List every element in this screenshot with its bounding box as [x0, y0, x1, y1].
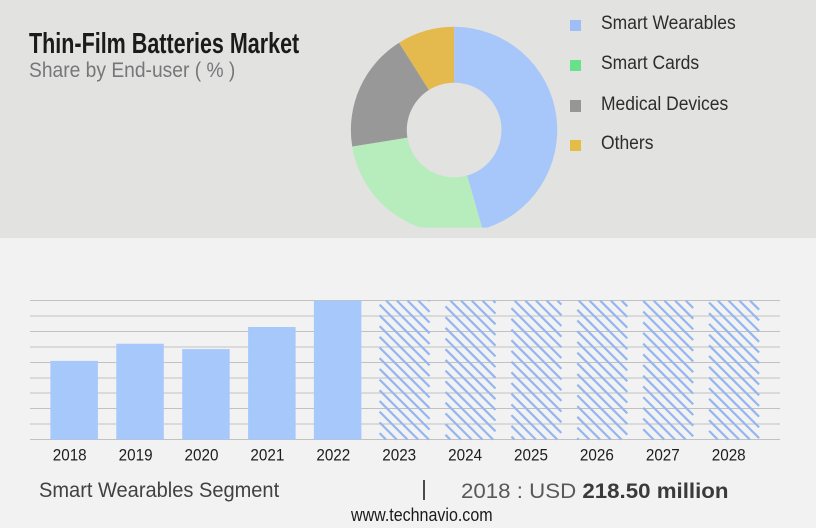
svg-text:2022: 2022 — [316, 446, 350, 465]
svg-text:2027: 2027 — [646, 446, 680, 465]
svg-text:2018: 2018 — [53, 446, 87, 465]
svg-text:2021: 2021 — [250, 446, 284, 465]
svg-text:2026: 2026 — [580, 446, 614, 465]
svg-text:2020: 2020 — [185, 446, 219, 465]
svg-text:2023: 2023 — [382, 446, 416, 465]
svg-text:2025: 2025 — [514, 446, 548, 465]
svg-text:2024: 2024 — [448, 446, 482, 465]
svg-text:2019: 2019 — [119, 446, 153, 465]
svg-text:2028: 2028 — [712, 446, 746, 465]
